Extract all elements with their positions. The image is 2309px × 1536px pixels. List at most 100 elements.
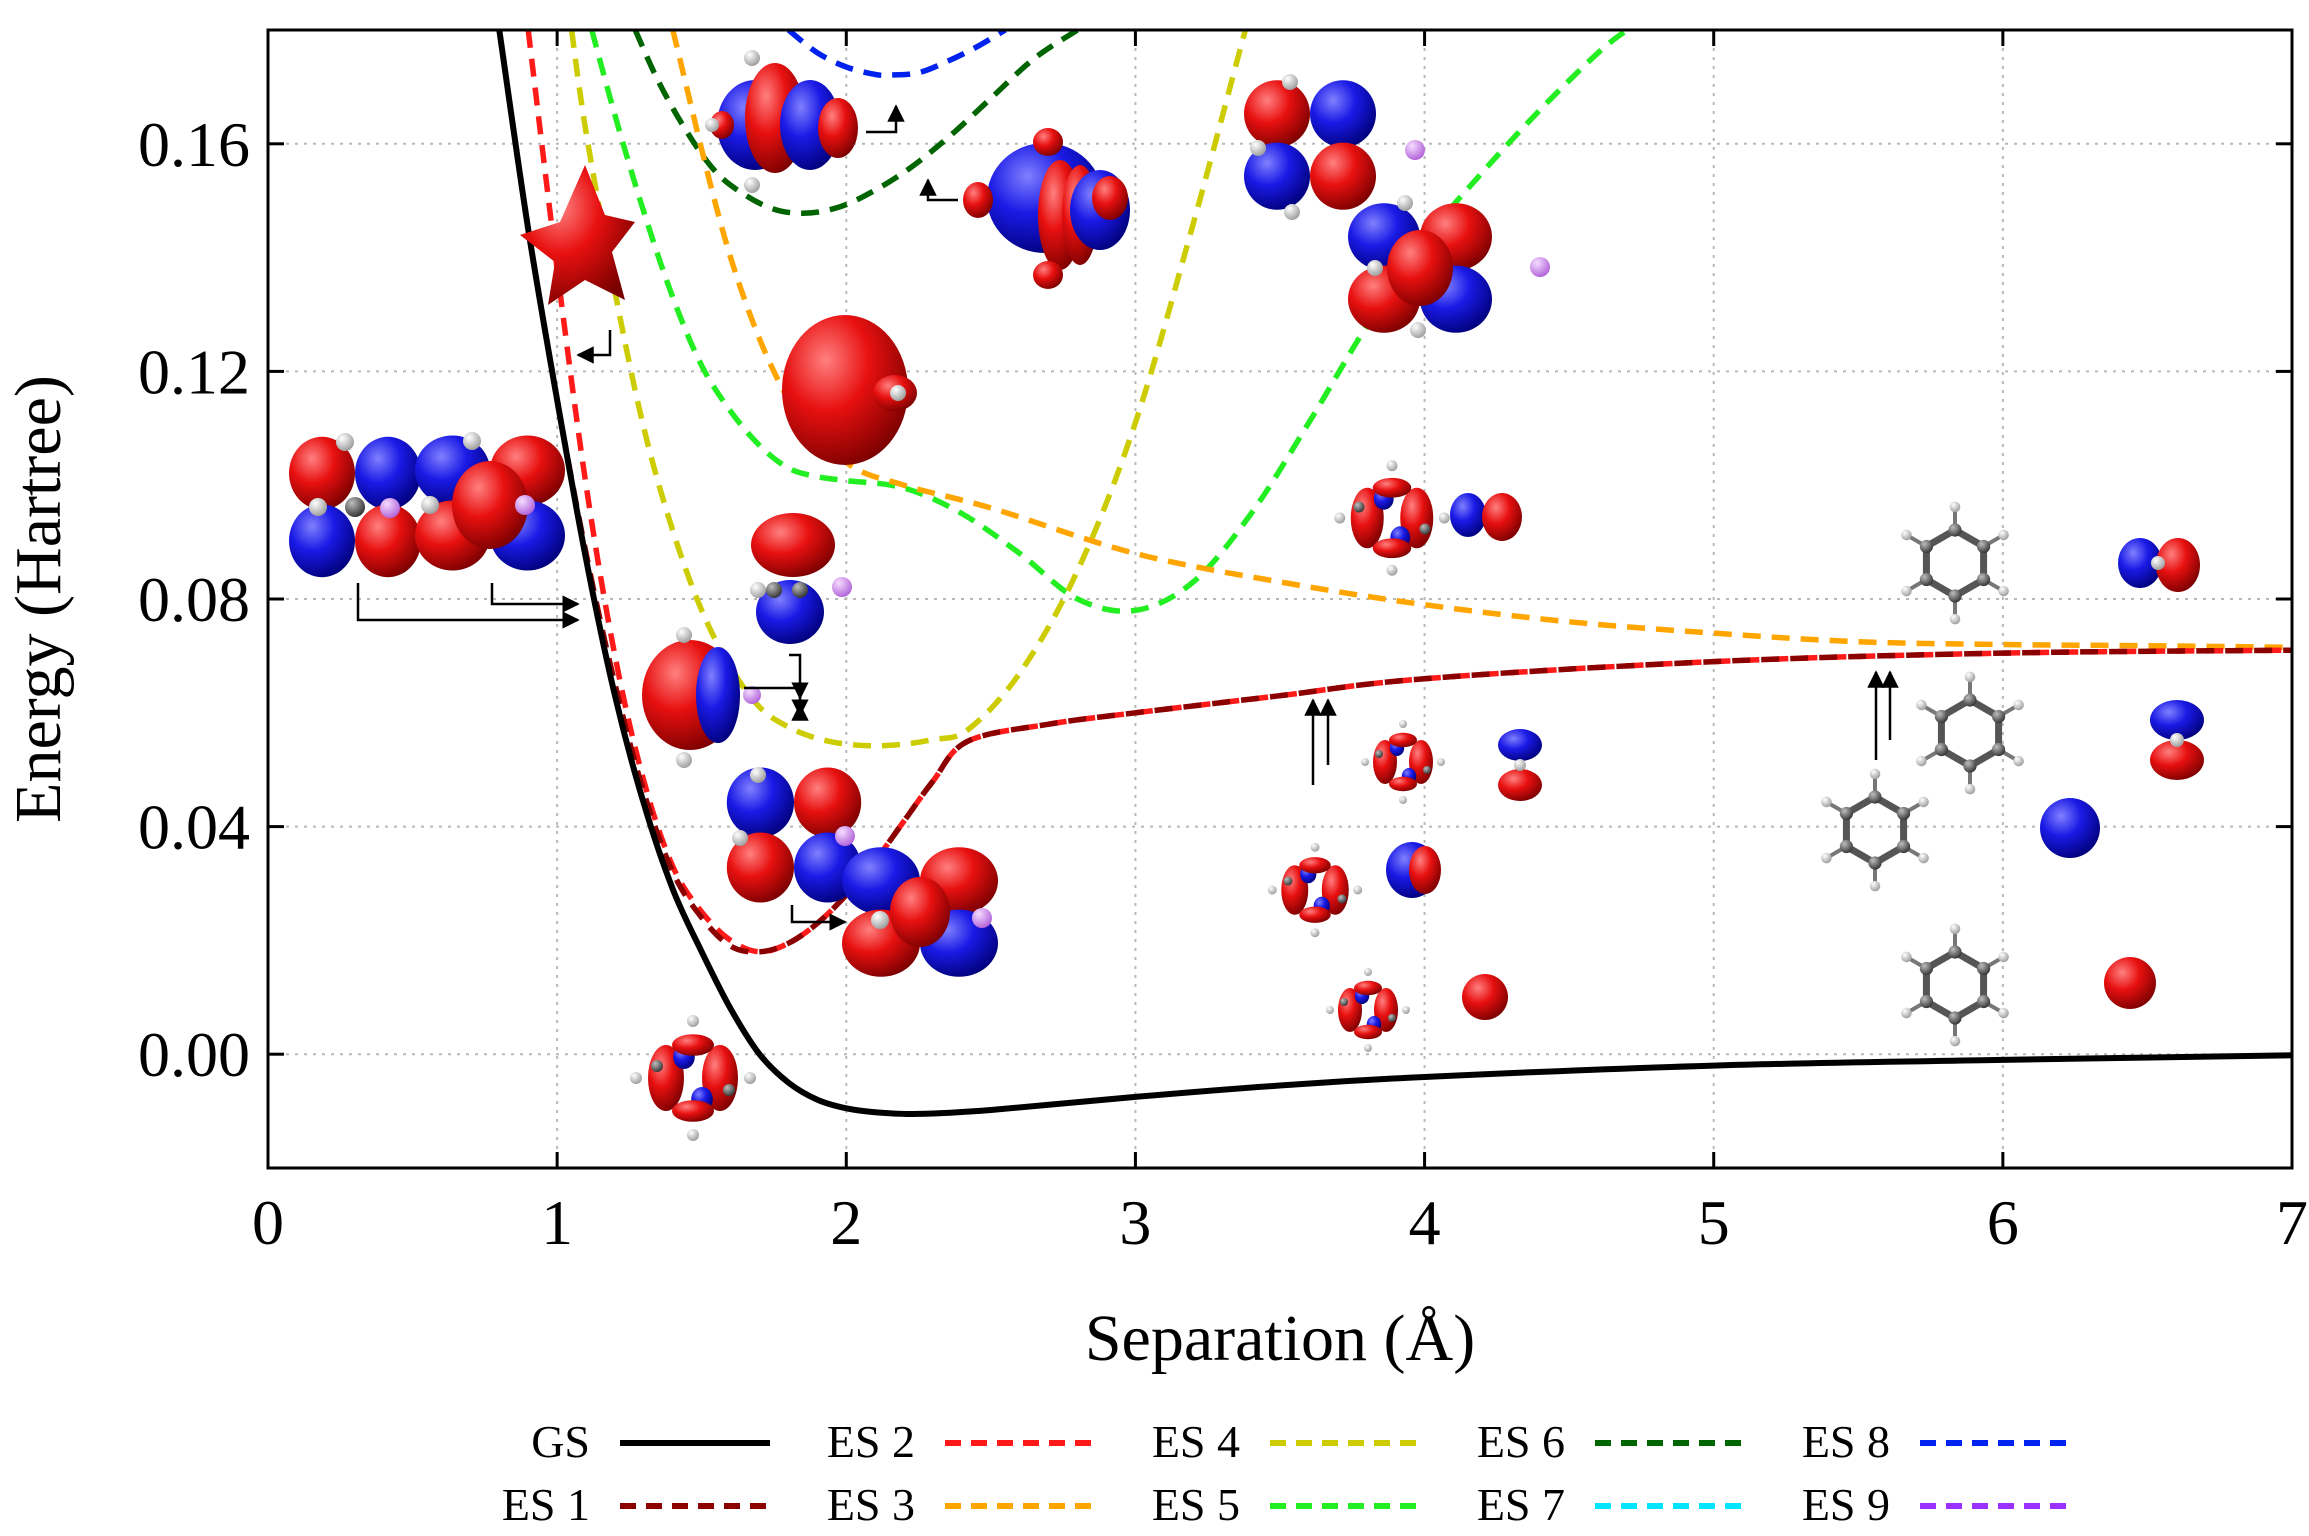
hydrogen-atom — [1353, 885, 1363, 895]
y-tick-label: 0.16 — [138, 109, 250, 180]
orbital-lobe-positive — [1299, 857, 1331, 874]
orbital-lobe-positive — [963, 182, 993, 218]
orbital-inset — [1348, 195, 1550, 338]
carbon-atom — [792, 582, 808, 598]
hydrogen-atom — [1901, 1007, 1912, 1019]
hydrogen-atom — [744, 177, 760, 193]
carbon-atom — [1353, 501, 1365, 513]
orbital-lobe-positive — [726, 832, 795, 903]
annotation-arrow — [576, 330, 612, 364]
hydrogen-atom — [1334, 512, 1346, 524]
lithium-atom — [380, 498, 400, 518]
hydrogen-atom — [750, 767, 766, 783]
orbital-lobe-positive — [751, 513, 835, 577]
orbital-lobe-positive — [1033, 128, 1063, 156]
x-tick-label: 1 — [541, 1187, 573, 1258]
orbital-inset — [1326, 968, 1508, 1052]
annotation-arrow — [789, 653, 809, 700]
orbital-inset — [782, 315, 917, 465]
hydrogen-atom — [1514, 759, 1526, 771]
orbital-lobe-positive — [672, 1034, 714, 1056]
hydrogen-atom — [744, 50, 760, 66]
x-tick-labels: 0 1 2 3 4 5 6 7 — [252, 1187, 2308, 1258]
annotation-arrow — [490, 583, 580, 613]
carbon-atom — [1337, 894, 1347, 904]
orbital-lobe-negative — [1498, 729, 1542, 761]
orbital-lobe-negative — [289, 504, 355, 578]
hydrogen-atom — [336, 433, 354, 451]
axis-ticks — [266, 30, 2294, 1168]
orbital-lobe-positive — [520, 165, 635, 305]
orbital-lobe-positive — [710, 111, 734, 139]
orbital-lobe-positive — [1310, 142, 1376, 210]
hydrogen-atom — [1998, 585, 2009, 597]
carbon-atom — [1919, 572, 1934, 587]
orbital-inset — [642, 627, 761, 768]
orbital-inset — [750, 513, 852, 644]
hydrogen-atom — [1918, 852, 1929, 864]
orbital-lobe-negative — [726, 767, 795, 838]
carbon-atom — [1419, 523, 1431, 535]
lithium-atom — [832, 577, 852, 597]
hydrogen-atom — [890, 385, 906, 401]
hydrogen-atom — [1399, 720, 1407, 728]
orbital-inset — [1334, 460, 1522, 576]
orbital-lobe-negative — [1450, 493, 1486, 537]
legend-label: ES 5 — [1152, 1479, 1240, 1530]
hydrogen-atom — [750, 582, 766, 598]
carbon-atom — [345, 497, 365, 517]
lithium-atom — [1530, 257, 1550, 277]
carbon-atom — [1948, 589, 1962, 603]
carbon-atom — [1868, 790, 1882, 804]
series-line-gs — [496, 30, 2292, 1117]
orbital-lobe-positive — [2104, 957, 2156, 1009]
legend-label: ES 2 — [827, 1416, 915, 1467]
hydrogen-atom — [1998, 529, 2009, 541]
hydrogen-atom — [1386, 564, 1398, 576]
hydrogen-atom — [1916, 699, 1927, 711]
carbon-atom — [1283, 876, 1293, 886]
hydrogen-atom — [1326, 1006, 1334, 1014]
hydrogen-atom — [1267, 885, 1277, 895]
legend-label: ES 4 — [1152, 1416, 1240, 1467]
orbital-lobe-positive — [1409, 846, 1441, 894]
orbital-lobe-positive — [452, 461, 528, 549]
lithium-atom — [835, 826, 855, 846]
orbital-insets — [289, 50, 2204, 1141]
orbital-lobe-positive — [1354, 1024, 1382, 1040]
legend: GS ES 1 ES 2 ES 3 ES 4 ES 5 ES 6 ES 7 ES 8 ES 9 — [502, 1416, 2070, 1530]
legend-label: ES 8 — [1802, 1416, 1890, 1467]
hydrogen-atom — [1949, 923, 1961, 935]
orbital-lobe-negative — [1310, 80, 1376, 148]
carbon-atom — [1934, 709, 1949, 724]
orbital-lobe-positive — [1389, 732, 1417, 748]
orbital-lobe-positive — [672, 1100, 714, 1122]
orbital-lobe-positive — [1372, 538, 1412, 559]
carbon-atom — [723, 1084, 735, 1096]
lithium-atom — [972, 908, 992, 928]
orbital-lobe-positive — [890, 877, 950, 947]
x-axis-label: Separation (Å) — [1085, 1302, 1475, 1375]
hydrogen-atom — [1250, 140, 1266, 156]
orbital-lobe-negative — [1244, 142, 1310, 210]
legend-label: GS — [531, 1416, 590, 1467]
orbital-lobe-positive — [355, 504, 421, 578]
orbital-lobe-negative — [696, 647, 740, 743]
carbon-atom — [1963, 693, 1977, 707]
carbon-atom — [1976, 994, 1991, 1009]
hydrogen-atom — [309, 498, 327, 516]
carbon-atom — [1896, 806, 1911, 821]
legend-label: ES 9 — [1802, 1479, 1890, 1530]
y-tick-label: 0.04 — [138, 792, 250, 863]
carbon-atom — [1934, 742, 1949, 757]
x-tick-label: 7 — [2276, 1187, 2308, 1258]
hydrogen-atom — [1410, 322, 1426, 338]
hydrogen-atom — [1964, 671, 1976, 683]
hydrogen-atom — [732, 830, 748, 846]
hydrogen-atom — [2151, 556, 2165, 570]
x-tick-label: 2 — [830, 1187, 862, 1258]
orbital-inset — [1901, 923, 2156, 1047]
hydrogen-atom — [687, 1015, 699, 1027]
orbital-lobe-positive — [2150, 740, 2204, 780]
